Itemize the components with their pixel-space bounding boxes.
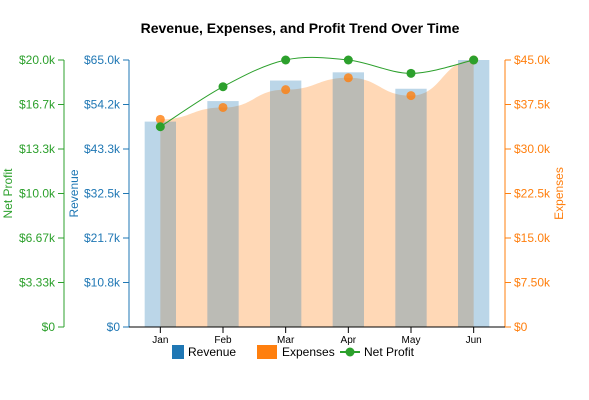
y-axis-revenue-tick-label: $54.2k	[84, 97, 121, 111]
axes: $0 $3.33k $6.67k $10.0k $13.3k $16.7k $20.0k Ne…	[1, 53, 566, 346]
net-profit-point	[218, 82, 228, 92]
legend: Revenue Expenses Net Profit	[172, 345, 415, 359]
net-profit-point	[343, 55, 353, 65]
chart-title: Revenue, Expenses, and Profit Trend Over…	[141, 20, 460, 36]
net-profit-line	[160, 56, 474, 128]
y-axis-revenue-tick-label: $21.7k	[84, 231, 121, 245]
x-axis-tick-label: Mar	[277, 335, 295, 346]
legend-swatch-point-net-profit	[345, 347, 355, 357]
y-axis-revenue-tick-label: $65.0k	[84, 53, 121, 67]
expenses-point	[343, 73, 353, 83]
expenses-point	[218, 102, 228, 112]
expenses-area	[160, 60, 474, 327]
legend-swatch-expenses	[257, 345, 277, 359]
y-axis-expenses-tick-label: $30.0k	[514, 142, 551, 156]
y-axis-net-profit-tick-label: $0	[42, 320, 56, 334]
legend-label-revenue: Revenue	[188, 345, 236, 359]
y-axis-net-profit-tick-label: $3.33k	[19, 276, 56, 290]
y-axis-revenue-tick-label: $10.8k	[84, 276, 121, 290]
y-axis-net-profit-tick-label: $6.67k	[19, 231, 56, 245]
revenue-bar	[332, 72, 364, 327]
x-axis-tick-label: May	[402, 335, 421, 346]
y-axis-expenses-tick-label: $0	[514, 320, 528, 334]
net-profit-point	[155, 122, 165, 132]
y-axis-revenue-tick-label: $43.3k	[84, 142, 121, 156]
legend-label-net-profit: Net Profit	[364, 345, 415, 359]
revenue-bar	[458, 60, 490, 327]
revenue-bar	[207, 101, 239, 327]
y-axis-revenue: $0 $10.8k $21.7k $32.5k $43.3k $54.2k $65.0k Re…	[67, 53, 130, 334]
y-axis-net-profit-tick-label: $13.3k	[19, 142, 56, 156]
revenue-bar	[395, 88, 427, 327]
y-axis-expenses-tick-label: $7.50k	[514, 276, 551, 290]
legend-item-revenue: Revenue	[172, 345, 236, 359]
y-axis-net-profit-tick-label: $20.0k	[19, 53, 56, 67]
net-profit-point	[406, 68, 416, 78]
legend-item-expenses: Expenses	[257, 345, 335, 359]
y-axis-expenses-tick-label: $45.0k	[514, 53, 551, 67]
y-axis-expenses-tick-label: $37.5k	[514, 98, 551, 112]
x-axis-tick-label: Feb	[214, 335, 232, 346]
y-axis-expenses-tick-label: $15.0k	[514, 231, 551, 245]
y-axis-revenue-tick-label: $32.5k	[84, 187, 121, 201]
x-axis-tick-label: Apr	[341, 335, 357, 346]
plot-area	[144, 55, 490, 328]
revenue-bar	[270, 80, 302, 328]
y-axis-expenses: $0 $7.50k $15.0k $22.5k $30.0k $37.5k $45.0k Ex…	[504, 53, 566, 334]
legend-item-net-profit: Net Profit	[340, 345, 415, 359]
y-axis-expenses-tick-label: $22.5k	[514, 187, 551, 201]
y-axis-net-profit-title: Net Profit	[1, 168, 15, 219]
y-axis-revenue-tick-label: $0	[107, 320, 121, 334]
revenue-bar	[144, 121, 176, 327]
x-axis: Jan Feb Mar Apr May Jun	[129, 326, 505, 346]
net-profit-point	[469, 55, 479, 65]
y-axis-net-profit-tick-label: $10.0k	[19, 187, 56, 201]
y-axis-expenses-title: Expenses	[552, 167, 566, 220]
expenses-point	[155, 114, 165, 124]
x-axis-tick-label: Jun	[466, 335, 482, 346]
y-axis-net-profit-tick-label: $16.7k	[19, 97, 56, 111]
y-axis-revenue-title: Revenue	[67, 169, 81, 217]
expenses-point	[406, 91, 416, 101]
legend-swatch-revenue	[172, 345, 184, 359]
x-axis-tick-label: Jan	[152, 335, 168, 346]
net-profit-point	[281, 55, 291, 65]
legend-label-expenses: Expenses	[282, 345, 335, 359]
expenses-point	[281, 85, 291, 95]
y-axis-net-profit: $0 $3.33k $6.67k $10.0k $13.3k $16.7k $20.0k Ne…	[1, 53, 65, 334]
